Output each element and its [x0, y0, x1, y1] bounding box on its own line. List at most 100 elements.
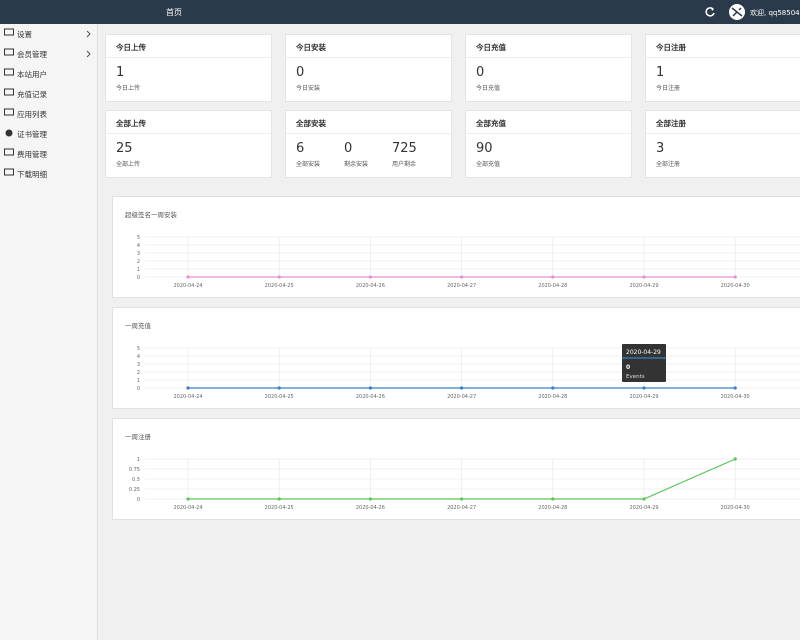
tooltip-date: 2020-04-29 [626, 349, 661, 356]
stat-label: 全部充值 [476, 161, 501, 168]
stat-label: 全部注册 [656, 161, 681, 168]
point [733, 386, 737, 390]
refresh-icon[interactable] [704, 6, 716, 18]
point [460, 386, 464, 390]
card-title: 今日充值 [476, 43, 506, 52]
stat-card: 全部充值 90 全部充值 [465, 110, 632, 178]
menu-icon [4, 168, 14, 176]
sidebar-item[interactable]: 设置 [0, 24, 97, 44]
menu-label: 下载明细 [17, 170, 47, 179]
stat-value: 1 [116, 65, 125, 80]
x-tick-label: 2020-04-26 [356, 394, 385, 400]
sidebar: 设置 会员管理本站用户充值记录应用列表证书管理费用管理下载明细 [0, 24, 98, 640]
user-name: 欢迎, qq5850457 [750, 9, 800, 17]
x-tick-label: 2020-04-24 [173, 394, 202, 400]
sidebar-item[interactable]: 费用管理 [0, 144, 97, 164]
x-tick-label: 2020-04-27 [447, 283, 476, 289]
menu-icon [5, 129, 13, 137]
x-tick-label: 2020-04-27 [447, 505, 476, 511]
point [277, 386, 281, 390]
x-tick-label: 2020-04-24 [173, 505, 202, 511]
card-divider [646, 133, 800, 134]
card-title: 全部上传 [116, 119, 146, 128]
point [368, 275, 372, 279]
stat-value: 0 [344, 141, 353, 156]
x-tick-label: 2020-04-29 [629, 283, 658, 289]
x-tick-label: 2020-04-29 [629, 394, 658, 400]
point [733, 275, 737, 279]
chevron-shape [86, 50, 91, 58]
user-menu[interactable]: 欢迎, qq5850457 ▾ [750, 8, 800, 18]
y-tick-label: 3 [137, 251, 140, 257]
y-tick-label: 0.75 [129, 467, 140, 473]
menu-label: 本站用户 [17, 70, 47, 79]
stat-value: 1 [656, 65, 665, 80]
stat-card: 全部安装 6 全部安装 0 剩余安装 725 用户剩余 [285, 110, 452, 178]
chart: 0 0.25 0.5 0.75 1 2020-04-24 2020-04-25 2020-04… [129, 457, 800, 511]
point [277, 275, 281, 279]
point [186, 275, 190, 279]
y-tick-label: 2 [137, 370, 140, 376]
point [551, 497, 555, 501]
stat-label: 今日安装 [296, 85, 321, 92]
menu-icon [4, 28, 14, 36]
home-link[interactable]: 首页 [166, 8, 182, 17]
stat-value: 3 [656, 141, 665, 156]
stat-label: 全部上传 [116, 161, 141, 168]
x-tick-label: 2020-04-27 [447, 394, 476, 400]
icon-shape [4, 88, 14, 96]
y-tick-label: 0 [137, 386, 140, 392]
stat-label: 今日注册 [656, 85, 681, 92]
x-tick-label: 2020-04-28 [538, 505, 567, 511]
sidebar-item[interactable]: 充值记录 [0, 84, 97, 104]
chevron [86, 50, 91, 58]
x-tick-label: 2020-04-29 [629, 505, 658, 511]
stat-value: 90 [476, 141, 493, 156]
y-tick-label: 0 [137, 275, 140, 281]
card-title: 全部充值 [476, 119, 506, 128]
chart: 0 1 2 3 4 5 2020-04-24 2020-04-25 2020-04-26 2020… [137, 235, 800, 289]
icon-shape [4, 168, 14, 176]
card-title: 今日注册 [656, 43, 686, 52]
point [186, 386, 190, 390]
card-divider [466, 133, 631, 134]
menu-icon [4, 68, 14, 76]
y-tick-label: 0.5 [132, 477, 140, 483]
sidebar-item[interactable]: 应用列表 [0, 104, 97, 124]
sidebar-item[interactable]: 下载明细 [0, 164, 97, 184]
y-tick-label: 1 [137, 267, 140, 273]
y-tick-label: 4 [137, 354, 140, 360]
icon-shape [4, 68, 14, 76]
card-divider [646, 57, 800, 58]
icon-shape [4, 108, 14, 116]
menu-label: 应用列表 [17, 110, 47, 119]
menu-icon [4, 108, 14, 116]
y-tick-label: 0 [137, 497, 140, 503]
card-title: 全部安装 [296, 119, 326, 128]
icon-shape [4, 28, 14, 36]
menu-icon [4, 48, 14, 56]
x-tick-label: 2020-04-25 [265, 283, 294, 289]
y-tick-label: 1 [137, 457, 140, 463]
stat-value: 0 [296, 65, 305, 80]
chevron [86, 30, 91, 38]
x-tick-label: 2020-04-28 [538, 394, 567, 400]
x-tick-label: 2020-04-30 [721, 505, 750, 511]
menu-label: 费用管理 [17, 150, 47, 159]
icon-shape [4, 48, 14, 56]
sidebar-item[interactable]: 证书管理 [0, 124, 97, 144]
stat-value: 25 [116, 141, 133, 156]
sidebar-item[interactable]: 会员管理 [0, 44, 97, 64]
x-tick-label: 2020-04-30 [721, 283, 750, 289]
sidebar-item[interactable]: 本站用户 [0, 64, 97, 84]
point [368, 386, 372, 390]
stat-label: 今日上传 [116, 85, 141, 92]
chart: 0 1 2 3 4 5 2020-04-24 2020-04-25 2020-04-26 2020… [137, 344, 800, 400]
y-tick-label: 5 [137, 346, 140, 352]
stat-card: 今日安装 0 今日安装 [285, 34, 452, 102]
y-tick-label: 0.25 [129, 487, 140, 493]
x-tick-label: 2020-04-26 [356, 283, 385, 289]
card-title: 今日上传 [116, 43, 146, 52]
